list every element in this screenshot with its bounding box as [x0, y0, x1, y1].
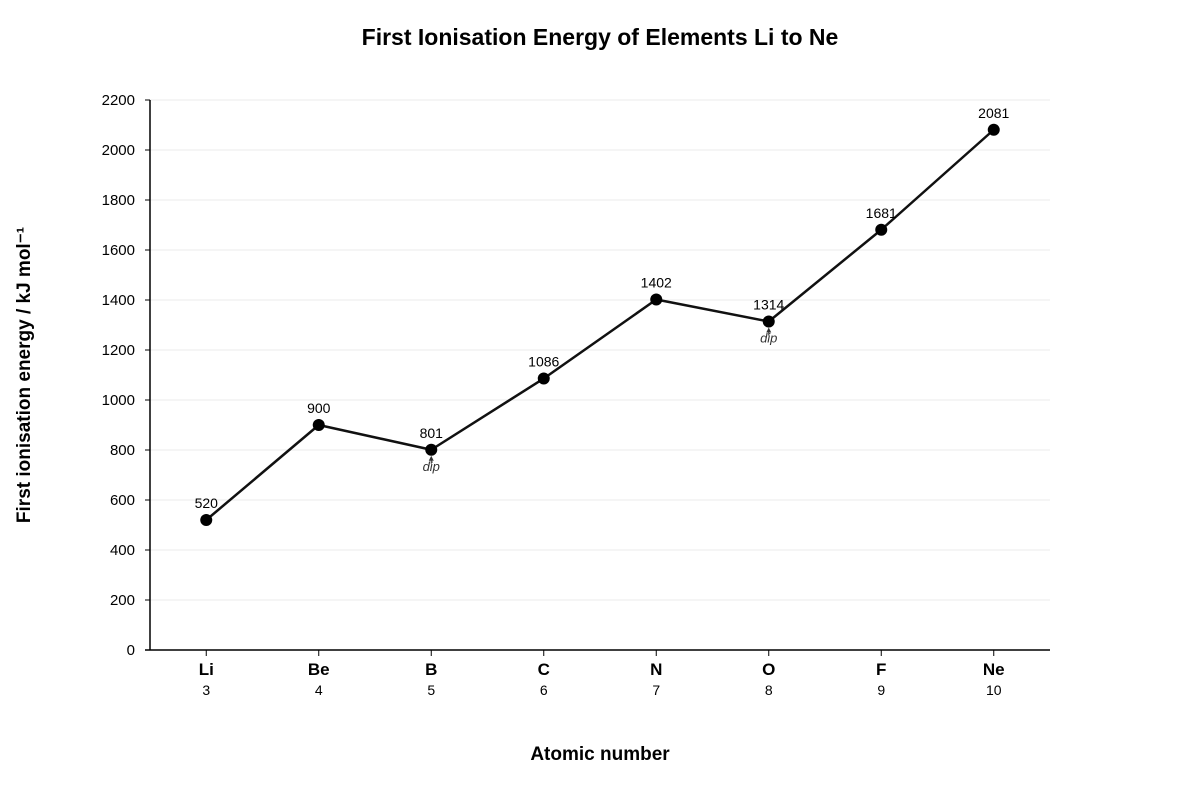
data-label: 1402 [641, 275, 672, 291]
x-tick-atomic-number: 6 [540, 682, 548, 698]
data-point [425, 443, 438, 456]
series: 520 900 801 1086 1402 1314 1681 2081 [195, 105, 1010, 526]
data-label: 520 [195, 495, 219, 511]
x-tick-label: C [538, 660, 550, 679]
series-line [205, 128, 995, 521]
x-tick-atomic-number: 5 [427, 682, 435, 698]
y-tick-label: 600 [110, 492, 135, 509]
x-axis-label: Atomic number [530, 744, 670, 765]
axes [145, 100, 1050, 651]
x-tick-label: Li [199, 660, 214, 679]
x-ticks: Li 3 Be 4 B 5 C 6 N 7 O 8 F 9 Ne 10 [199, 650, 1005, 698]
annotations: dip dip [423, 327, 777, 474]
y-tick-label: 0 [127, 642, 135, 659]
data-point [875, 223, 888, 236]
x-tick-atomic-number: 10 [986, 682, 1002, 698]
data-label: 1086 [528, 354, 559, 370]
x-tick-atomic-number: 4 [315, 682, 323, 698]
y-tick-label: 400 [110, 542, 135, 559]
y-tick-label: 2000 [102, 142, 135, 159]
x-tick-label: B [425, 660, 437, 679]
gridlines [150, 99, 1050, 601]
x-tick-label: N [650, 660, 662, 679]
data-point [987, 123, 1000, 136]
x-tick-atomic-number: 9 [877, 682, 885, 698]
data-label: 801 [420, 425, 444, 441]
data-label: 900 [307, 400, 331, 416]
y-tick-label: 1400 [102, 292, 135, 309]
data-label: 1681 [866, 205, 897, 221]
dip-arrow-head [428, 455, 434, 461]
y-tick-label: 1200 [102, 342, 135, 359]
x-tick-atomic-number: 8 [765, 682, 773, 698]
y-tick-label: 1800 [102, 192, 135, 209]
data-point [537, 372, 550, 385]
y-tick-label: 800 [110, 442, 135, 459]
y-tick-label: 200 [110, 592, 135, 609]
y-tick-label: 1600 [102, 242, 135, 259]
data-label: 2081 [978, 105, 1009, 121]
x-tick-label: Be [308, 660, 330, 679]
y-ticks: 0 200 400 600 800 1000 1200 1400 1600 1800 2000 220… [102, 92, 150, 659]
data-point [312, 419, 325, 431]
y-tick-label: 1000 [102, 392, 135, 409]
chart-title: First Ionisation Energy of Elements Li t… [362, 24, 839, 50]
x-tick-atomic-number: 3 [202, 682, 210, 698]
y-tick-label: 2200 [102, 92, 135, 109]
x-tick-label: F [876, 660, 886, 679]
data-point [762, 315, 775, 328]
data-point [650, 293, 663, 306]
x-tick-label: O [762, 660, 775, 679]
data-point [200, 514, 213, 526]
x-tick-label: Ne [983, 660, 1005, 679]
dip-annotation: dip [760, 331, 777, 346]
y-axis-label: First ionisation energy / kJ mol⁻¹ [14, 227, 35, 523]
dip-annotation: dip [423, 459, 440, 474]
x-tick-atomic-number: 7 [652, 682, 660, 698]
data-label: 1314 [753, 297, 784, 313]
dip-arrow-head [766, 327, 772, 333]
